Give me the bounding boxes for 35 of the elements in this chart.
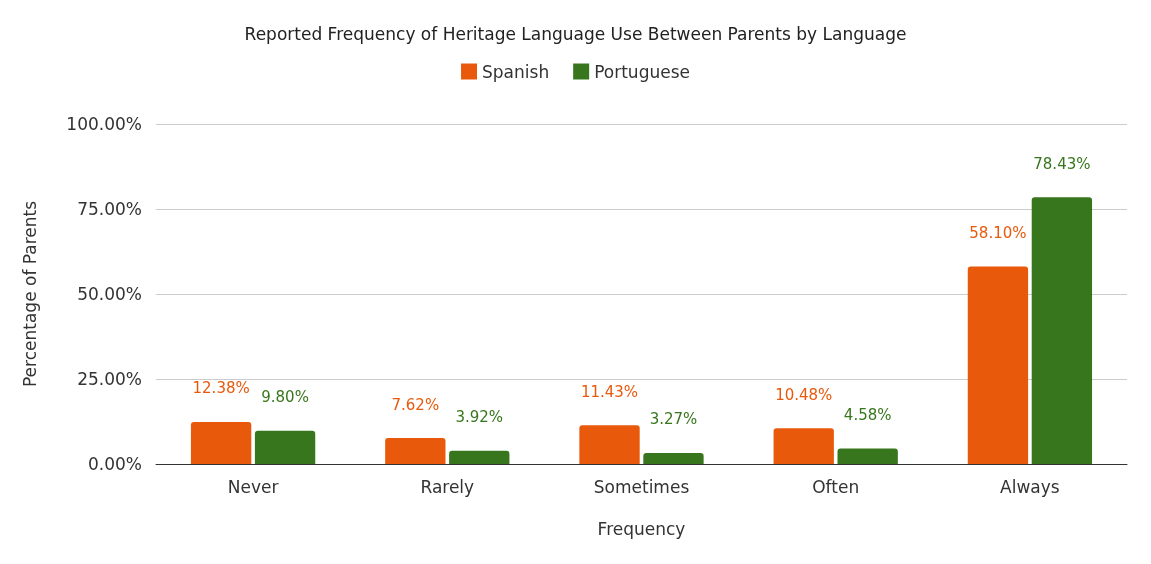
bar xyxy=(385,438,446,464)
bar xyxy=(837,448,898,464)
x-tick-label: Sometimes xyxy=(593,476,690,497)
x-tick-label: Often xyxy=(812,476,860,497)
data-label: 12.38% xyxy=(192,379,250,398)
y-tick-label: 25.00% xyxy=(77,369,142,389)
x-tick-label: Always xyxy=(1000,476,1060,497)
data-label: 4.58% xyxy=(843,405,892,424)
bar xyxy=(579,425,640,464)
legend-label: Spanish xyxy=(482,61,550,82)
x-axis-title: Frequency xyxy=(597,518,686,539)
bar xyxy=(643,452,704,464)
y-tick-label: 50.00% xyxy=(77,284,142,304)
data-label: 58.10% xyxy=(969,223,1027,242)
bar xyxy=(1031,197,1093,464)
data-label: 3.92% xyxy=(455,408,504,427)
data-label: 11.43% xyxy=(580,382,639,401)
bar xyxy=(190,421,252,464)
data-label: 7.62% xyxy=(391,395,440,414)
y-tick-label: 75.00% xyxy=(77,199,142,219)
x-tick-label: Rarely xyxy=(420,476,475,497)
data-label: 78.43% xyxy=(1033,154,1091,173)
legend-label: Portuguese xyxy=(594,61,690,82)
bar xyxy=(254,430,316,464)
y-axis-title: Percentage of Parents xyxy=(19,200,40,388)
y-tick-label: 100.00% xyxy=(66,114,142,134)
bar xyxy=(449,450,510,464)
x-tick-label: Never xyxy=(227,476,279,497)
y-tick-label: 0.00% xyxy=(87,454,142,474)
data-label: 3.27% xyxy=(649,410,698,429)
chart-title: Reported Frequency of Heritage Language Use Between Parents by Language xyxy=(244,23,907,44)
data-label: 10.48% xyxy=(775,385,833,404)
data-label: 9.80% xyxy=(261,388,309,407)
bar xyxy=(773,428,834,464)
bar xyxy=(967,266,1029,464)
